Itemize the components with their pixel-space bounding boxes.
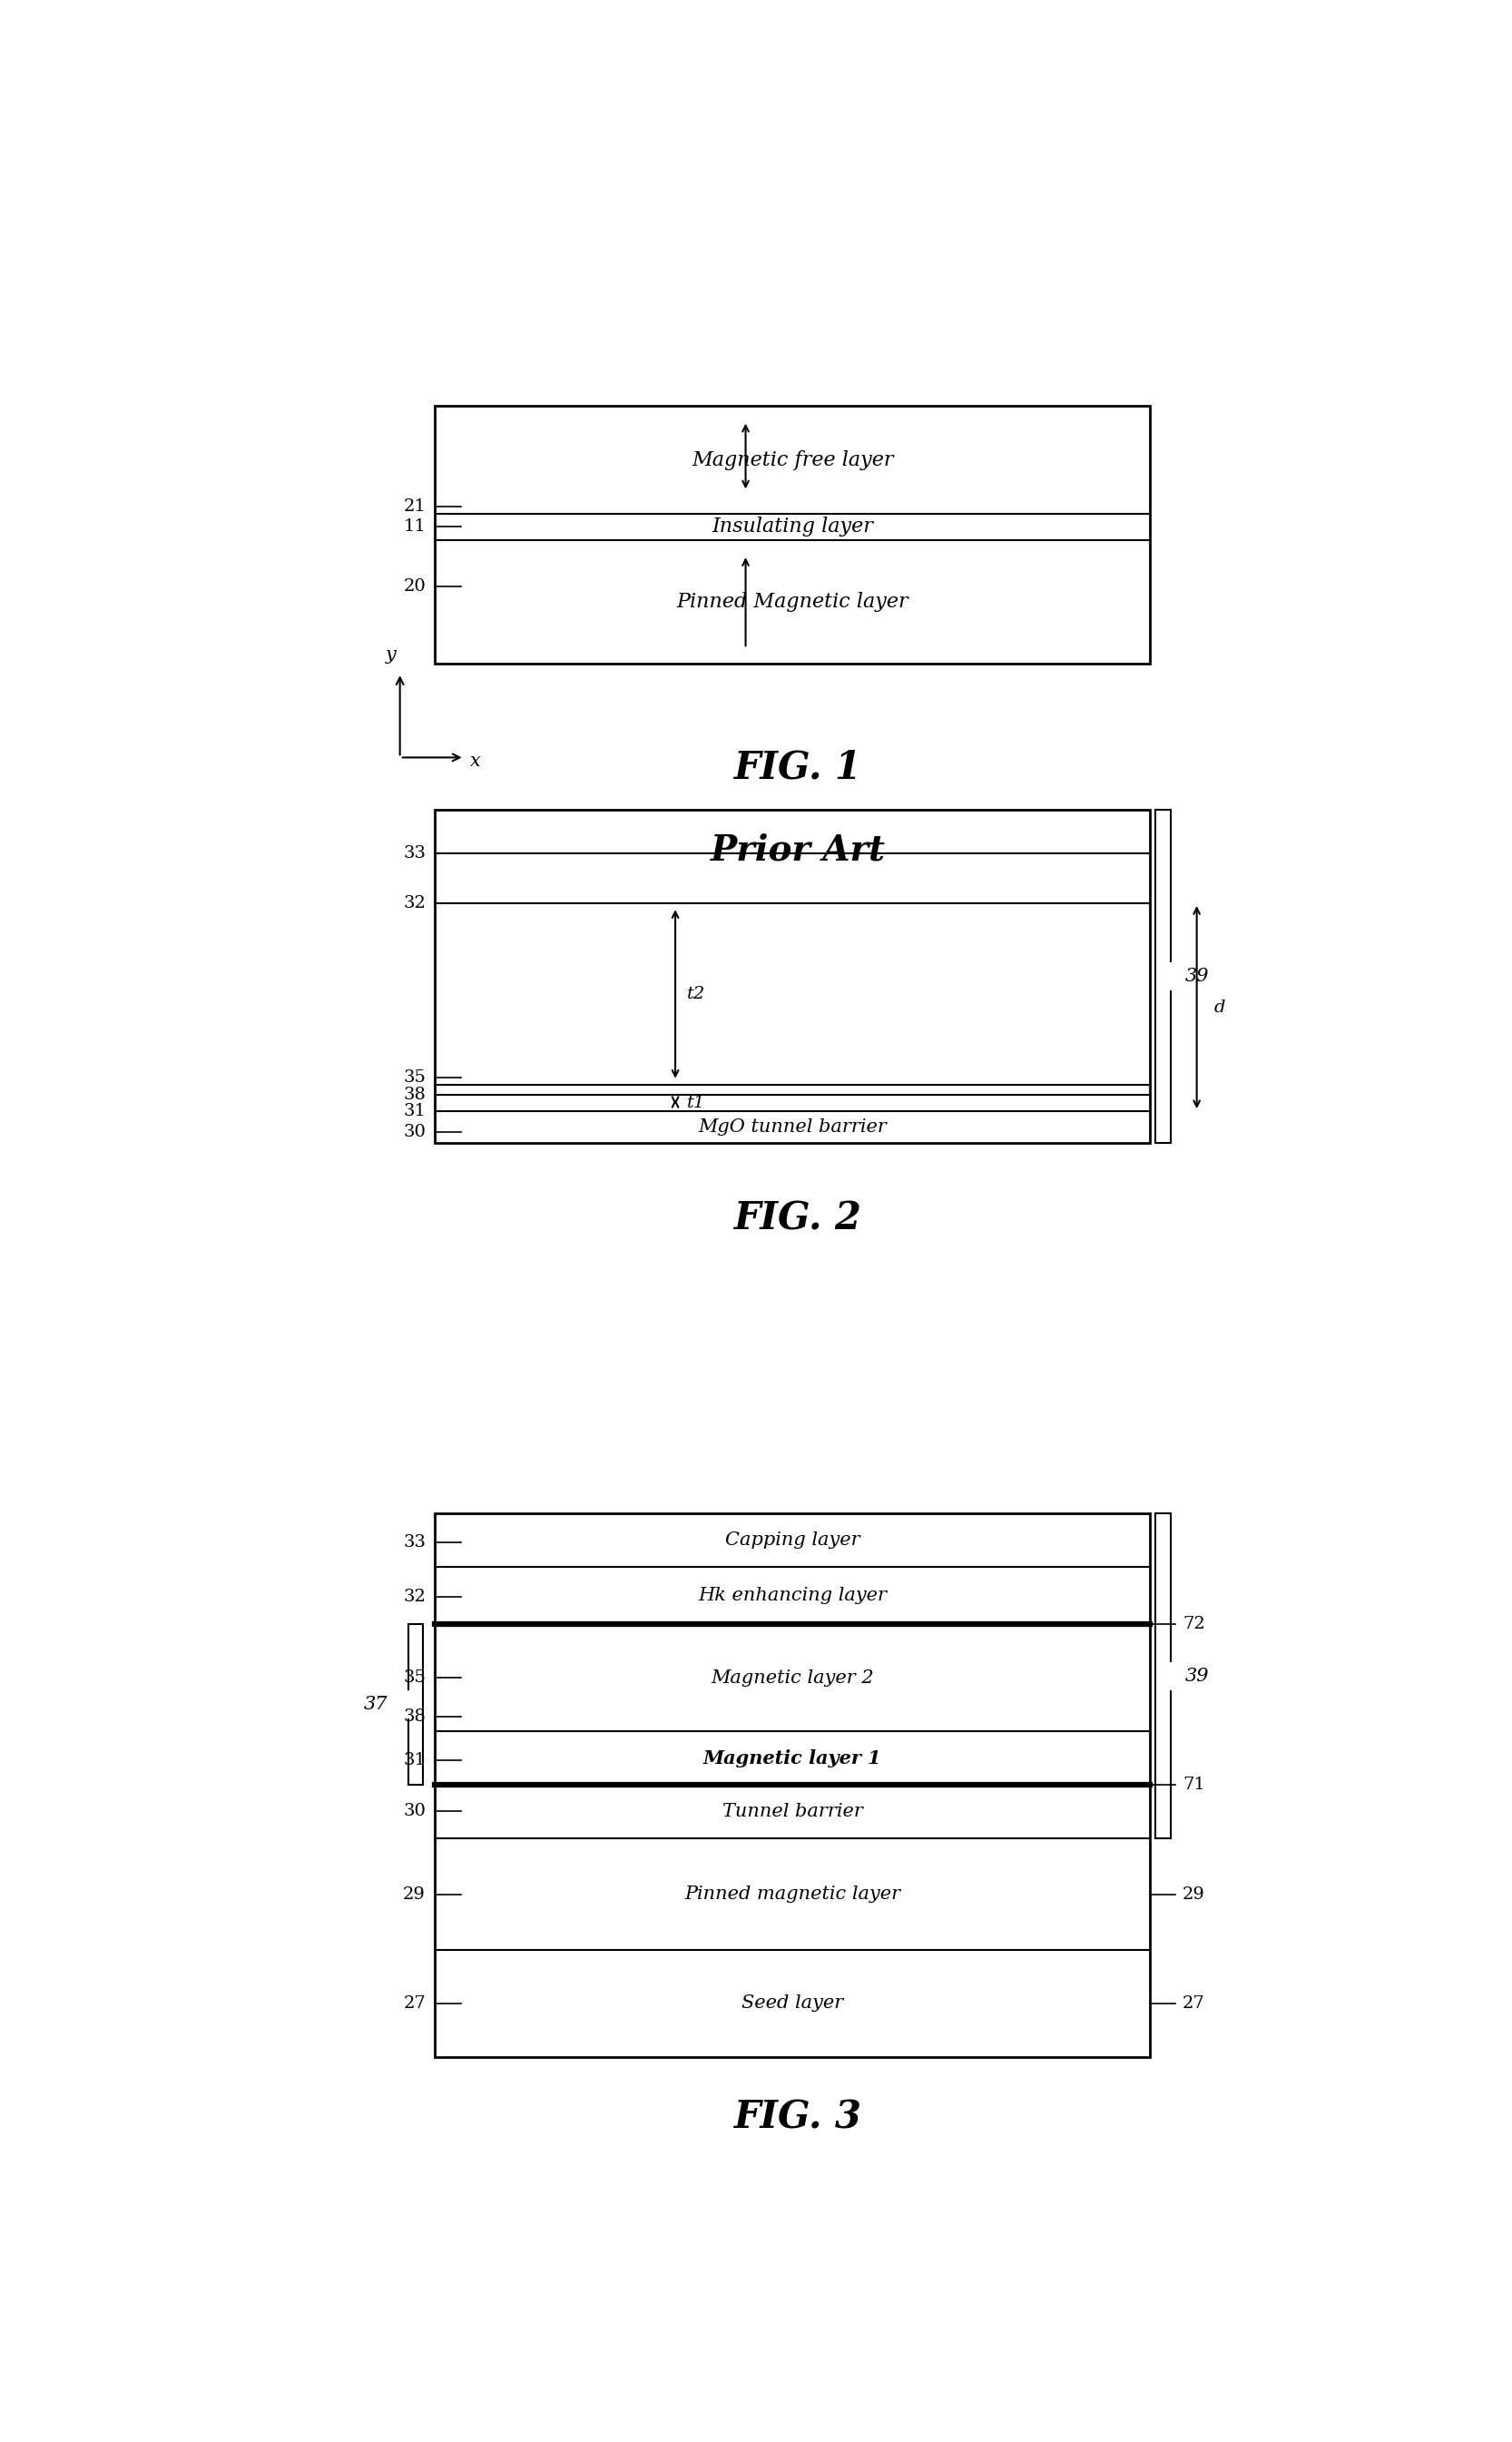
Text: 32: 32 <box>404 896 426 911</box>
Text: Prior Art: Prior Art <box>711 833 886 867</box>
Bar <box>435 405 1149 664</box>
Text: Hk enhancing layer: Hk enhancing layer <box>699 1587 888 1604</box>
Text: 33: 33 <box>404 1534 426 1551</box>
Text: MgO tunnel barrier: MgO tunnel barrier <box>699 1118 888 1136</box>
Text: FIG. 1: FIG. 1 <box>735 747 862 786</box>
Text: FIG. 3: FIG. 3 <box>735 2098 862 2137</box>
Text: 35: 35 <box>404 1070 426 1084</box>
Text: t2: t2 <box>686 987 706 1001</box>
Text: t1: t1 <box>686 1094 706 1111</box>
Text: Seed layer: Seed layer <box>741 1995 844 2012</box>
Text: 38: 38 <box>404 1709 426 1724</box>
Bar <box>435 1514 1149 2056</box>
Text: 21: 21 <box>404 498 426 515</box>
Text: Magnetic layer 1: Magnetic layer 1 <box>703 1748 881 1768</box>
Text: Insulating layer: Insulating layer <box>712 518 874 537</box>
Text: 29: 29 <box>404 1885 426 1902</box>
Text: Magnetic layer 2: Magnetic layer 2 <box>711 1670 874 1687</box>
Text: 72: 72 <box>1182 1617 1205 1634</box>
Bar <box>435 811 1149 1143</box>
Text: y: y <box>386 647 396 664</box>
Text: Tunnel barrier: Tunnel barrier <box>723 1802 863 1819</box>
Text: 37: 37 <box>364 1697 389 1714</box>
Text: 32: 32 <box>404 1590 426 1604</box>
Text: Magnetic free layer: Magnetic free layer <box>691 449 894 469</box>
Text: 31: 31 <box>404 1753 426 1768</box>
Text: x: x <box>470 752 481 769</box>
Text: Capping layer: Capping layer <box>726 1531 860 1548</box>
Text: 27: 27 <box>404 1995 426 2012</box>
Text: 31: 31 <box>404 1104 426 1118</box>
Text: Pinned Magnetic layer: Pinned Magnetic layer <box>676 591 909 610</box>
Text: 39: 39 <box>1185 967 1210 984</box>
Text: 30: 30 <box>404 1802 426 1819</box>
Text: 39: 39 <box>1185 1668 1210 1685</box>
Text: 27: 27 <box>1182 1995 1205 2012</box>
Text: 33: 33 <box>404 845 426 862</box>
Text: 38: 38 <box>404 1087 426 1104</box>
Text: 29: 29 <box>1182 1885 1205 1902</box>
Text: 20: 20 <box>404 579 426 596</box>
Text: 30: 30 <box>404 1123 426 1140</box>
Text: 71: 71 <box>1182 1778 1205 1792</box>
Text: FIG. 2: FIG. 2 <box>735 1199 862 1238</box>
Text: d: d <box>1214 999 1226 1016</box>
Text: 11: 11 <box>404 518 426 535</box>
Text: Pinned magnetic layer: Pinned magnetic layer <box>685 1885 901 1902</box>
Text: 35: 35 <box>404 1670 426 1685</box>
